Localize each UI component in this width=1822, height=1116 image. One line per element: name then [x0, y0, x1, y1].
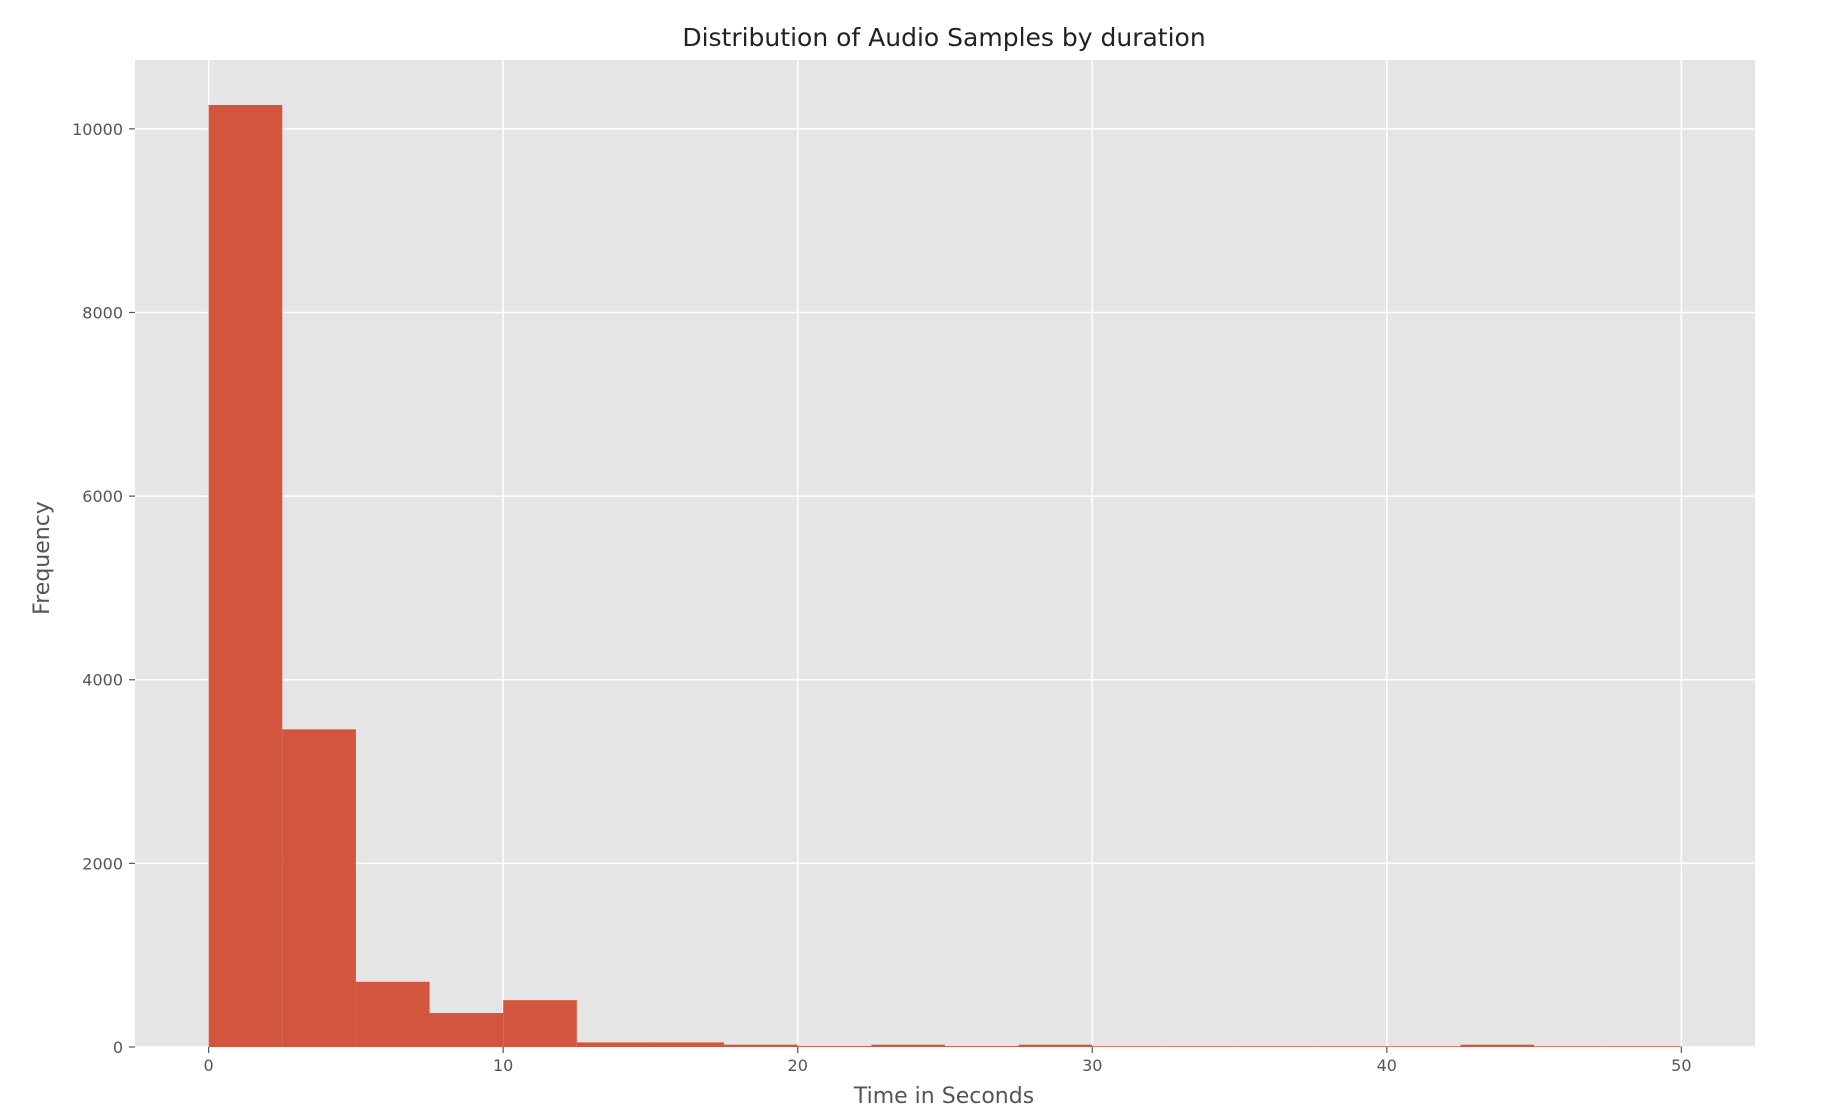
histogram-bar	[1460, 1044, 1535, 1047]
chart-title: Distribution of Audio Samples by duratio…	[682, 23, 1205, 52]
x-tick-label: 30	[1082, 1056, 1102, 1075]
x-axis-label: Time in Seconds	[853, 1084, 1034, 1109]
histogram-bar	[576, 1042, 651, 1047]
histogram-bar	[945, 1046, 1019, 1047]
x-tick-label: 0	[204, 1056, 214, 1075]
histogram-bar	[1092, 1046, 1166, 1047]
y-axis: 0 2000 4000 6000 8000 10000	[72, 120, 135, 1057]
x-tick-label: 10	[493, 1056, 513, 1075]
histogram-bar	[724, 1044, 798, 1047]
x-tick-label: 50	[1671, 1056, 1691, 1075]
histogram-bar	[355, 981, 430, 1047]
y-tick-label: 4000	[82, 671, 123, 690]
histogram-bar	[1165, 1046, 1240, 1047]
histogram-bar	[1018, 1044, 1093, 1047]
histogram-bar	[503, 1000, 577, 1047]
x-tick-label: 40	[1377, 1056, 1397, 1075]
x-axis: 0 10 20 30 40 50	[204, 1047, 1692, 1075]
histogram-bar	[429, 1013, 504, 1047]
x-tick-label: 20	[788, 1056, 808, 1075]
y-axis-label: Frequency	[30, 501, 55, 615]
histogram-bar	[282, 729, 356, 1047]
histogram-bar	[797, 1046, 872, 1047]
histogram-bar	[1607, 1046, 1682, 1047]
histogram-bar	[1386, 1046, 1461, 1047]
histogram-bar	[1239, 1046, 1314, 1047]
plot-background	[135, 60, 1755, 1047]
y-tick-label: 2000	[82, 854, 123, 873]
y-tick-label: 6000	[82, 487, 123, 506]
y-tick-label: 8000	[82, 303, 123, 322]
histogram-bar	[1534, 1046, 1608, 1047]
histogram-bars	[208, 104, 1682, 1048]
histogram-bar	[650, 1042, 725, 1047]
y-tick-label: 10000	[72, 120, 123, 139]
histogram-bar	[871, 1044, 945, 1047]
y-tick-label: 0	[113, 1038, 123, 1057]
histogram-bar	[208, 104, 283, 1048]
histogram-bar	[1313, 1046, 1387, 1047]
